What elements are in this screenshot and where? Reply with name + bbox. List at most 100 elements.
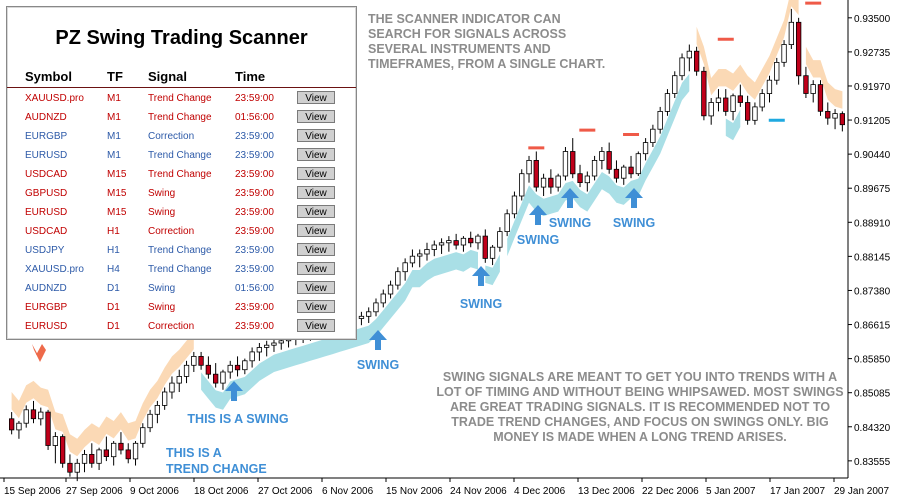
time-tick-label: 6 Nov 2006: [322, 486, 374, 497]
scanner-cell-signal: Swing: [148, 188, 176, 199]
scanner-cell-signal: Trend Change: [148, 150, 212, 161]
time-tick-label: 15 Nov 2006: [386, 486, 443, 497]
bear-candle: [803, 75, 809, 94]
bear-candle: [468, 237, 474, 244]
scanner-cell-tf: D1: [107, 321, 120, 332]
scanner-cell-tf: M15: [107, 188, 127, 199]
bull-candle: [38, 411, 44, 420]
bull-candle: [446, 240, 452, 244]
scanner-cell-signal: Swing: [148, 283, 176, 294]
view-button[interactable]: View: [297, 300, 335, 313]
scanner-cell-symbol: USDCAD: [25, 169, 68, 180]
scanner-cell-time: 23:59:00: [235, 93, 274, 104]
scanner-row: AUDNZD D1 Swing 01:56:00 View: [7, 280, 356, 299]
bull-candle: [460, 237, 467, 246]
bear-candle: [723, 97, 729, 112]
scanner-cell-signal: Swing: [148, 207, 176, 218]
bear-candle: [839, 113, 845, 126]
view-button[interactable]: View: [297, 281, 335, 294]
view-button[interactable]: View: [297, 91, 335, 104]
bear-candle: [694, 50, 700, 72]
scanner-cell-tf: D1: [107, 302, 120, 313]
view-button[interactable]: View: [297, 262, 335, 275]
bull-candle: [278, 340, 284, 344]
bull-candle: [774, 62, 780, 81]
scanner-cell-tf: M15: [107, 207, 127, 218]
time-tick-label: 17 Jan 2007: [770, 486, 825, 497]
bear-candle: [198, 355, 204, 366]
support-band: [507, 73, 690, 257]
bull-candle: [380, 293, 386, 304]
view-button[interactable]: View: [297, 186, 335, 199]
bull-candle: [395, 271, 401, 286]
support-band: [725, 109, 741, 141]
price-tick-label: 0.86615: [854, 321, 891, 332]
bear-candle: [453, 240, 459, 246]
time-tick-label: 22 Dec 2006: [642, 486, 699, 497]
scanner-cell-signal: Trend Change: [148, 264, 212, 275]
view-button[interactable]: View: [297, 243, 335, 256]
annotation-label: SWING: [613, 216, 655, 230]
bull-candle: [242, 360, 248, 371]
bear-candle: [577, 173, 583, 183]
bull-candle: [475, 235, 481, 244]
bull-candle: [16, 422, 22, 431]
scanner-cell-signal: Trend Change: [148, 93, 212, 104]
scanner-cell-symbol: AUDNZD: [25, 112, 67, 123]
bear-candle: [125, 449, 131, 460]
bull-candle: [635, 153, 641, 175]
bull-candle: [220, 371, 226, 384]
scanner-cell-time: 23:59:00: [235, 150, 274, 161]
scanner-cell-tf: M1: [107, 131, 121, 142]
view-button[interactable]: View: [297, 110, 335, 123]
bear-candle: [737, 95, 743, 103]
bear-candle: [606, 151, 612, 170]
annotation-label: SWING: [460, 297, 502, 311]
bull-candle: [365, 311, 372, 317]
header-tf: TF: [107, 69, 123, 84]
bull-candle: [591, 159, 598, 177]
signal-bands: [11, 0, 843, 457]
bull-candle: [832, 113, 838, 119]
bull-candle: [111, 442, 117, 458]
scanner-cell-symbol: AUDNZD: [25, 283, 67, 294]
scanner-cell-signal: Trend Change: [148, 112, 212, 123]
scanner-row: EURUSD D1 Correction 23:59:00 View: [7, 318, 356, 337]
bull-candle: [132, 442, 139, 460]
bear-candle: [30, 409, 37, 420]
bull-candle: [387, 284, 394, 295]
scanner-row: EURGBP D1 Swing 23:59:00 View: [7, 299, 356, 318]
scanner-row: XAUUSD.pro M1 Trend Change 23:59:00 View: [7, 90, 356, 109]
scanner-title: PZ Swing Trading Scanner: [55, 27, 308, 49]
bull-candle: [52, 436, 58, 446]
scanner-cell-signal: Correction: [148, 226, 195, 237]
bull-candle: [781, 44, 787, 63]
view-button[interactable]: View: [297, 148, 335, 161]
view-button[interactable]: View: [297, 167, 335, 180]
annotation-label: TREND CHANGE: [166, 462, 267, 476]
header-signal: Signal: [148, 69, 188, 84]
bull-candle: [74, 462, 80, 473]
bear-candle: [234, 364, 241, 371]
bear-candle: [60, 436, 66, 464]
bull-candle: [169, 382, 175, 393]
price-tick-label: 0.90440: [854, 150, 891, 161]
bull-candle: [431, 244, 437, 250]
view-button[interactable]: View: [297, 205, 335, 218]
view-button[interactable]: View: [297, 129, 335, 142]
bear-candle: [817, 84, 824, 112]
bear-candle: [89, 453, 95, 464]
price-tick-label: 0.87380: [854, 286, 891, 297]
bear-candle: [67, 462, 73, 473]
scanner-row: XAUUSD.pro H4 Trend Change 23:59:00 View: [7, 261, 356, 280]
scanner-cell-time: 23:59:00: [235, 169, 274, 180]
view-button[interactable]: View: [297, 319, 335, 332]
annotation-label: SWING: [517, 233, 559, 247]
view-button[interactable]: View: [297, 224, 335, 237]
bull-candle: [664, 93, 671, 112]
time-tick-label: 24 Nov 2006: [450, 486, 507, 497]
bull-candle: [599, 151, 605, 161]
bull-candle: [358, 315, 365, 319]
bear-candle: [118, 442, 124, 451]
